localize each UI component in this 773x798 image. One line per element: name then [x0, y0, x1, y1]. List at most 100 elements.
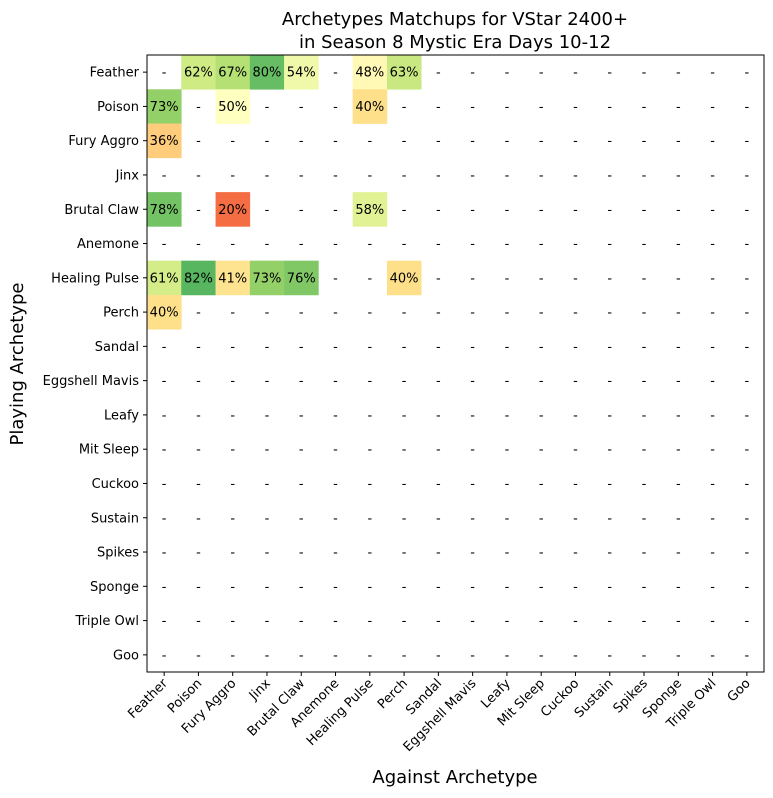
cell-label: 63% [390, 66, 419, 81]
cell-label: - [196, 340, 201, 355]
y-tick-label: Triple Owl [75, 614, 139, 629]
cell-label: - [367, 134, 372, 149]
cell-label: 67% [218, 66, 247, 81]
cell-label: - [745, 511, 750, 526]
heatmap-cell [147, 260, 182, 296]
heatmap-cell [147, 89, 182, 124]
heatmap-cell [181, 55, 216, 90]
cell-label: - [265, 648, 270, 663]
cell-label: - [162, 237, 167, 252]
x-tick-label: Goo [725, 676, 754, 705]
cell-label: - [539, 648, 544, 663]
cell-label: - [299, 408, 304, 423]
cell-label: - [162, 580, 167, 595]
cell-label: - [505, 306, 510, 321]
plot-frame [146, 54, 765, 673]
cell-label: - [539, 546, 544, 561]
heatmap-cell [386, 260, 422, 296]
cell-label: - [367, 648, 372, 663]
cell-label: - [539, 408, 544, 423]
cell-label: - [402, 408, 407, 423]
cell-label: - [745, 443, 750, 458]
cell-label: - [745, 340, 750, 355]
cell-label: - [299, 134, 304, 149]
cell-label: - [196, 203, 201, 218]
cell-label: - [162, 340, 167, 355]
cell-label: - [265, 306, 270, 321]
cell-label: - [367, 477, 372, 492]
cell-label: - [299, 511, 304, 526]
x-tick-label: Sustain [572, 676, 617, 721]
cell-label: - [573, 546, 578, 561]
cell-label: - [676, 237, 681, 252]
cell-label: - [436, 237, 441, 252]
y-tick-label: Sponge [90, 580, 139, 595]
cell-label: 73% [253, 271, 282, 286]
y-tick-label: Healing Pulse [51, 271, 139, 286]
cell-label: - [539, 614, 544, 629]
y-tick-label: Goo [113, 648, 139, 663]
cell-label: - [230, 511, 235, 526]
heatmap-cell [352, 192, 388, 227]
cell-label: - [710, 306, 715, 321]
cell-label: - [745, 306, 750, 321]
cell-label: - [676, 203, 681, 218]
cell-label: 50% [218, 100, 247, 115]
cell-label: - [230, 374, 235, 389]
cell-label: - [402, 306, 407, 321]
y-tick-label: Fury Aggro [68, 134, 139, 149]
cell-label: - [162, 374, 167, 389]
cell-label: - [162, 168, 167, 183]
cell-label: - [710, 648, 715, 663]
cell-label: - [745, 648, 750, 663]
cell-label: - [470, 340, 475, 355]
cell-label: - [436, 648, 441, 663]
cell-label: - [402, 237, 407, 252]
heatmap-cell [386, 55, 422, 90]
cell-label: - [607, 546, 612, 561]
cell-label: - [642, 203, 647, 218]
cell-label: - [230, 477, 235, 492]
cell-label: - [642, 271, 647, 286]
y-tick-label: Poison [97, 100, 139, 115]
cell-label: - [265, 580, 270, 595]
cell-label: - [470, 511, 475, 526]
cell-label: - [505, 66, 510, 81]
cell-label: - [265, 374, 270, 389]
cell-label: - [505, 614, 510, 629]
cell-label: - [402, 477, 407, 492]
y-axis-label: Playing Archetype [7, 282, 28, 445]
cell-label: - [607, 340, 612, 355]
cell-label: - [745, 614, 750, 629]
cell-label: - [470, 237, 475, 252]
cell-label: - [573, 511, 578, 526]
x-axis-label: Against Archetype [372, 767, 537, 788]
heatmap-cell [352, 89, 388, 124]
cell-label: - [573, 374, 578, 389]
y-tick-label: Jinx [115, 168, 140, 183]
y-tick-label: Eggshell Mavis [43, 374, 140, 389]
cell-label: - [607, 477, 612, 492]
heatmap-cell [215, 55, 251, 90]
cell-label: - [299, 203, 304, 218]
cell-label: - [230, 134, 235, 149]
heatmap-cell [215, 89, 251, 124]
cell-label: - [402, 511, 407, 526]
cell-label: - [607, 66, 612, 81]
cell-label: - [642, 408, 647, 423]
cell-label: - [299, 614, 304, 629]
cell-label: - [299, 443, 304, 458]
cell-label: - [265, 134, 270, 149]
cell-label: 61% [150, 271, 179, 286]
cell-label: - [710, 134, 715, 149]
y-tick-label: Anemone [77, 237, 139, 252]
cell-label: 80% [253, 66, 282, 81]
cell-label: - [505, 546, 510, 561]
cell-label: - [470, 546, 475, 561]
cell-label: - [573, 134, 578, 149]
cell-label: - [299, 580, 304, 595]
cell-label: - [607, 614, 612, 629]
cell-label: - [230, 614, 235, 629]
cell-label: - [333, 340, 338, 355]
cell-label: - [573, 306, 578, 321]
